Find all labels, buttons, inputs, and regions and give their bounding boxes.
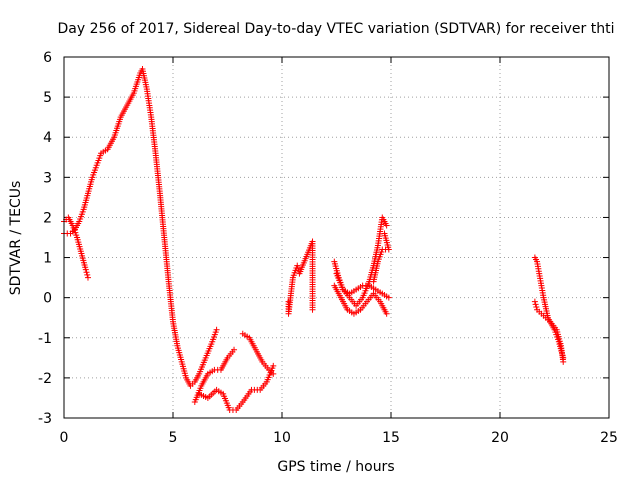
grid [64, 57, 609, 418]
y-tick-label: 3 [43, 170, 52, 186]
data-point [381, 230, 388, 237]
data-point [385, 294, 392, 301]
data-point [213, 326, 220, 333]
data-point-interp [84, 271, 91, 278]
data-point [84, 274, 91, 281]
y-tick-label: -3 [38, 411, 52, 427]
y-axis-ticks: -3 -2 -1 0 1 2 3 4 5 6 [38, 50, 609, 427]
x-axis-ticks: 0 5 10 15 20 25 [60, 57, 618, 446]
data-point-interp [532, 301, 539, 308]
x-tick-label: 15 [382, 430, 400, 446]
data-point [231, 346, 238, 353]
x-axis-label: GPS time / hours [277, 459, 394, 475]
y-tick-label: 4 [43, 130, 52, 146]
data-points [61, 66, 567, 413]
x-tick-label: 5 [169, 430, 178, 446]
y-tick-label: 5 [43, 90, 52, 106]
data-point [294, 262, 301, 269]
y-tick-label: 6 [43, 50, 52, 66]
y-tick-label: -2 [38, 371, 52, 387]
plot-frame [63, 56, 610, 419]
y-axis-label: SDTVAR / TECUs [8, 181, 24, 296]
y-tick-label: 0 [43, 291, 52, 307]
data-point [270, 370, 277, 377]
x-tick-label: 10 [273, 430, 291, 446]
x-tick-label: 25 [600, 430, 618, 446]
x-tick-label: 0 [60, 430, 69, 446]
y-tick-label: 2 [43, 210, 52, 226]
data-point-interp [533, 304, 540, 311]
x-tick-label: 20 [491, 430, 509, 446]
chart-title: Day 256 of 2017, Sidereal Day-to-day VTE… [58, 21, 615, 37]
data-point [82, 266, 89, 273]
data-point [531, 298, 538, 305]
data-point [383, 310, 390, 317]
data-point [270, 362, 277, 369]
data-point [383, 222, 390, 229]
y-tick-label: 1 [43, 251, 52, 267]
data-point [560, 358, 567, 365]
y-tick-label: -1 [38, 331, 52, 347]
data-point [309, 306, 316, 313]
data-point-interp [294, 265, 301, 272]
data-point-interp [83, 269, 90, 276]
